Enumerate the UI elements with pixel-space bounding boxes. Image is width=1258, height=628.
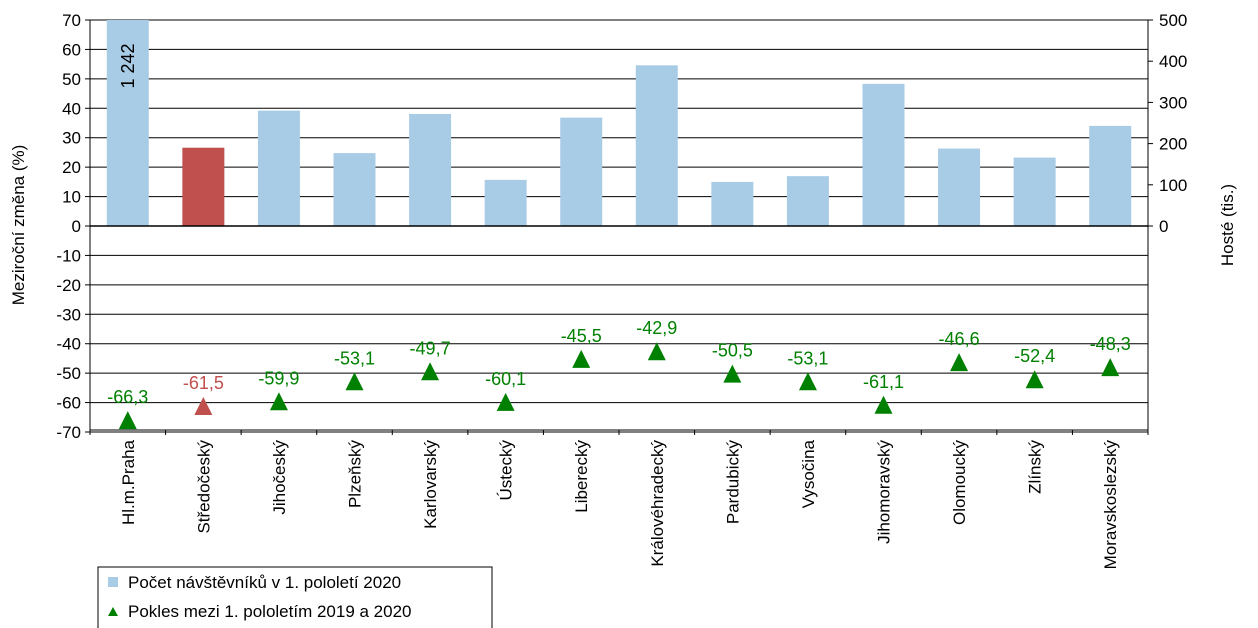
category-labels: Hl.m.Praha Středočeský Jihočeský Plzeňský Ka… xyxy=(119,439,1120,569)
category-label: Liberecký xyxy=(572,440,591,513)
axes xyxy=(89,20,1149,435)
triangle-marker xyxy=(1101,358,1120,377)
right-tick-label: 100 xyxy=(1159,176,1187,195)
triangle-marker xyxy=(874,395,893,414)
category-label: Olomoucký xyxy=(950,440,969,526)
left-tick-label: -30 xyxy=(56,305,81,324)
category-label: Pardubický xyxy=(723,440,742,525)
legend: Počet návštěvníků v 1. pololetí 2020 Pok… xyxy=(97,566,493,628)
marker-value-label: -42,9 xyxy=(636,318,677,338)
right-tick-label: 300 xyxy=(1159,93,1187,112)
bar-overflow-label: 1 242 xyxy=(118,43,138,88)
marker-value-label: -45,5 xyxy=(561,326,602,346)
bar xyxy=(786,176,829,226)
legend-bar-swatch xyxy=(108,577,118,587)
category-label: Středočeský xyxy=(194,440,213,534)
right-tick-label: 200 xyxy=(1159,135,1187,154)
bar xyxy=(106,20,149,226)
bar xyxy=(862,83,905,226)
marker-value-label: -53,1 xyxy=(787,348,828,368)
bar xyxy=(560,117,603,226)
triangle-marker xyxy=(950,353,969,372)
triangle-marker xyxy=(269,392,288,411)
data-labels: -66,3 -61,5 -59,9 -53,1 -49,7 -60,1 -45,5 -42,9… xyxy=(107,43,1130,407)
left-tick-label: 20 xyxy=(62,158,81,177)
left-tick-label: 0 xyxy=(72,217,81,236)
left-axis-ticks: 70 60 50 40 30 20 10 0 -10 -20 -30 -40 -50 -60 -70 xyxy=(56,11,90,442)
right-axis-ticks: 500 400 300 200 100 0 xyxy=(1148,11,1187,236)
category-label: Karlovarský xyxy=(421,440,440,529)
marker-value-label: -61,1 xyxy=(863,372,904,392)
left-tick-label: -40 xyxy=(56,335,81,354)
left-tick-label: -20 xyxy=(56,276,81,295)
triangle-marker xyxy=(723,364,742,383)
bar xyxy=(257,110,300,226)
right-axis-title: Hosté (tis.) xyxy=(1218,184,1237,266)
left-tick-label: -10 xyxy=(56,246,81,265)
left-tick-label: 30 xyxy=(62,129,81,148)
left-tick-label: 70 xyxy=(62,11,81,30)
bar xyxy=(1013,157,1056,226)
bar xyxy=(938,148,981,226)
marker-value-label: -61,5 xyxy=(183,373,224,393)
category-label: Plzeňský xyxy=(346,440,365,509)
bar xyxy=(333,153,376,226)
left-tick-label: -60 xyxy=(56,394,81,413)
left-tick-label: -50 xyxy=(56,364,81,383)
left-axis-title: Meziroční změna (%) xyxy=(9,145,28,306)
category-label: Jihočeský xyxy=(270,440,289,515)
bar xyxy=(711,181,754,226)
category-label: Hl.m.Praha xyxy=(119,439,138,525)
triangle-marker xyxy=(647,342,666,361)
category-label: Jihomoravský xyxy=(875,440,894,544)
category-label: Ústecký xyxy=(497,440,516,501)
category-label: Zlínský xyxy=(1026,440,1045,494)
marker-value-label: -59,9 xyxy=(258,368,299,388)
category-label: Královéhradecký xyxy=(648,440,667,567)
legend-label-bars: Počet návštěvníků v 1. pololetí 2020 xyxy=(128,573,401,592)
left-tick-label: 40 xyxy=(62,99,81,118)
marker-value-label: -66,3 xyxy=(107,387,148,407)
triangle-marker xyxy=(1025,370,1044,389)
marker-value-label: -48,3 xyxy=(1090,334,1131,354)
legend-label-markers: Pokles mezi 1. pololetím 2019 a 2020 xyxy=(128,602,412,621)
marker-value-label: -46,6 xyxy=(939,329,980,349)
right-tick-label: 500 xyxy=(1159,11,1187,30)
marker-value-label: -53,1 xyxy=(334,348,375,368)
marker-value-label: -50,5 xyxy=(712,341,753,361)
bar-series xyxy=(106,20,1132,226)
left-tick-label: 50 xyxy=(62,70,81,89)
marker-series xyxy=(118,342,1120,430)
marker-value-label: -52,4 xyxy=(1014,346,1055,366)
marker-value-label: -49,7 xyxy=(410,338,451,358)
right-tick-label: 400 xyxy=(1159,52,1187,71)
triangle-marker xyxy=(421,362,440,381)
category-label: Moravskoslezský xyxy=(1101,440,1120,570)
triangle-marker xyxy=(194,396,213,415)
bar xyxy=(182,147,225,226)
legend-triangle-swatch xyxy=(108,607,118,616)
left-tick-label: 10 xyxy=(62,188,81,207)
bar xyxy=(484,179,527,226)
bar xyxy=(1089,125,1132,226)
triangle-marker xyxy=(798,372,817,391)
triangle-marker xyxy=(572,349,591,368)
legend-box xyxy=(97,566,493,628)
bar xyxy=(409,113,452,226)
bar xyxy=(635,65,678,226)
left-tick-label: -70 xyxy=(56,423,81,442)
right-tick-label: 0 xyxy=(1159,217,1168,236)
category-label: Vysočina xyxy=(799,439,818,508)
triangle-marker xyxy=(118,411,137,430)
triangle-marker xyxy=(345,372,364,391)
marker-value-label: -60,1 xyxy=(485,369,526,389)
triangle-marker xyxy=(496,392,515,411)
left-tick-label: 60 xyxy=(62,40,81,59)
